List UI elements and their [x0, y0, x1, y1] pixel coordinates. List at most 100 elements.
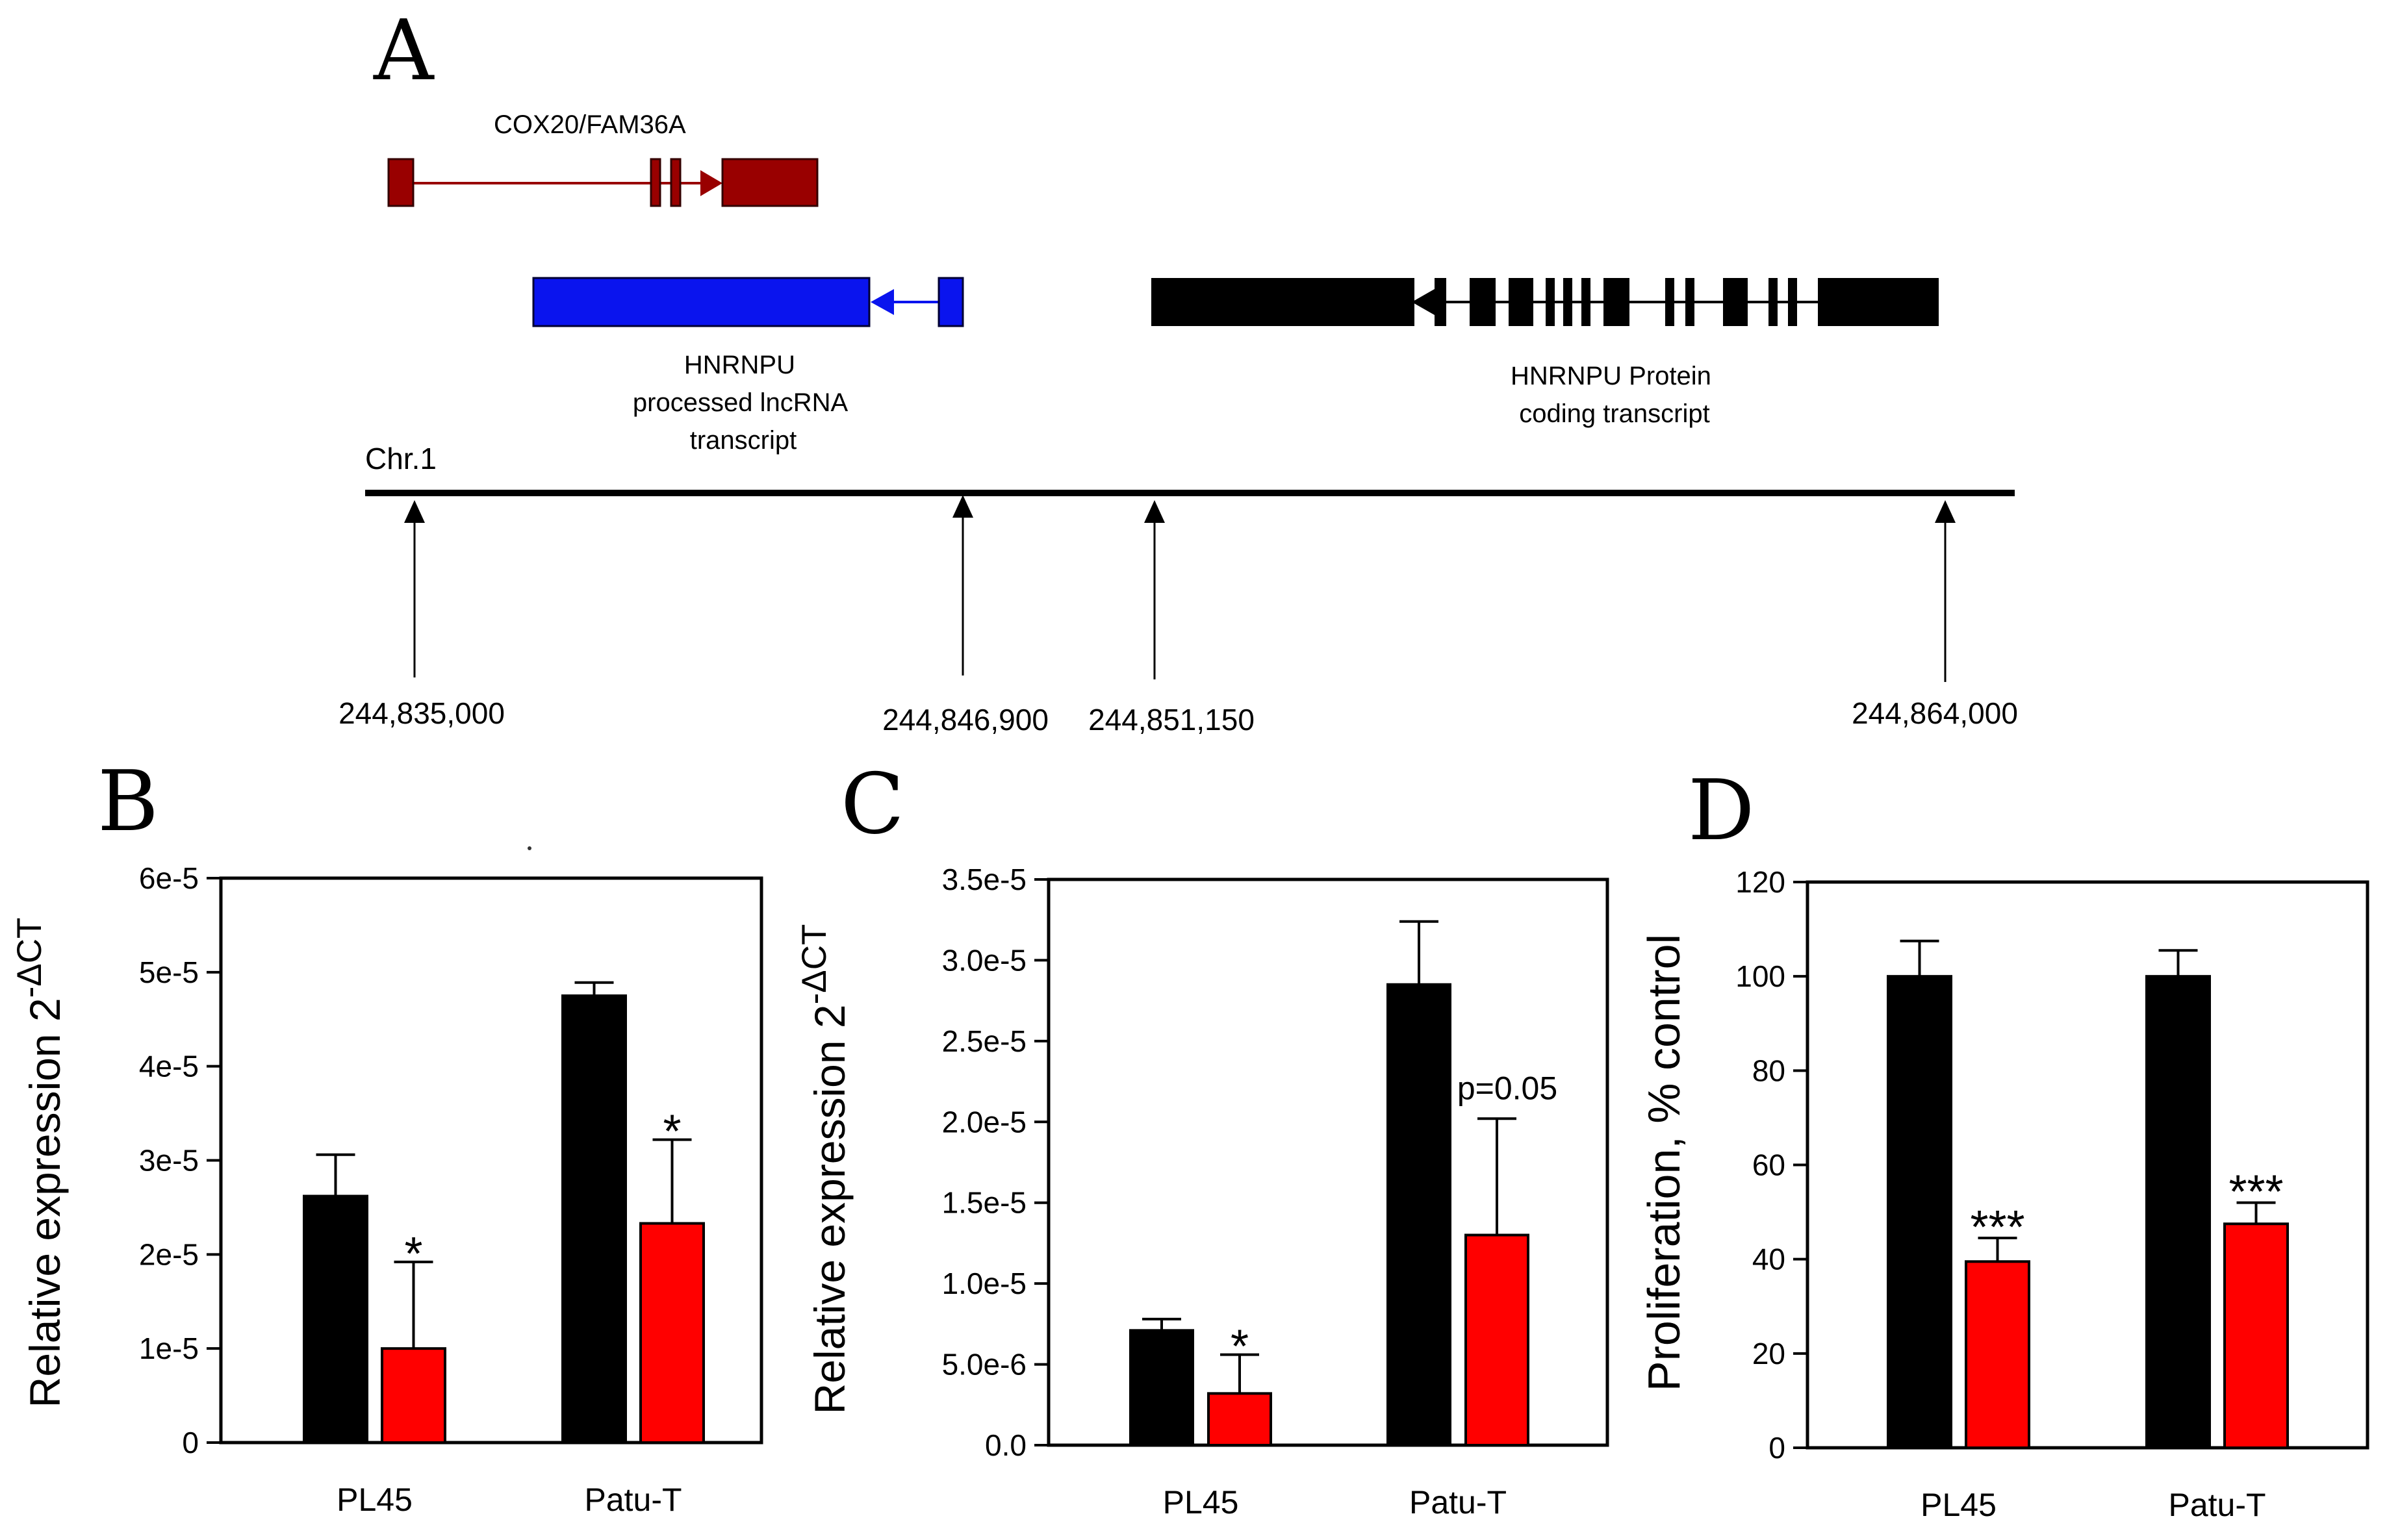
protein-exon [1435, 278, 1446, 326]
protein-exon-3utr [1151, 278, 1414, 326]
y-tick-label: 120 [1735, 865, 1785, 899]
y-tick-label: 1.5e-5 [942, 1186, 1027, 1220]
y-tick-label: 3.5e-5 [942, 863, 1027, 896]
cox20-label: COX20/FAM36A [494, 110, 686, 139]
bar-knockdown-patu-t [2223, 1222, 2289, 1449]
bar-control-pl45 [1887, 975, 1952, 1449]
x-tick-label: PL45 [337, 1482, 413, 1518]
bar-knockdown-pl45 [1207, 1392, 1272, 1447]
position-label: 244,835,000 [338, 696, 505, 730]
significance-label: * [663, 1106, 681, 1158]
position-arrowhead [404, 500, 425, 523]
position-marker: 244,846,900 [882, 495, 1049, 737]
panel-b-chart: B 0 1e-5 2e-5 3e-5 4e-5 5e-5 6e-5 Relative expre… [10, 753, 763, 1518]
y-tick-label: 80 [1752, 1054, 1785, 1087]
y-tick-label: 3e-5 [139, 1144, 199, 1178]
protein-exon [1685, 278, 1694, 326]
x-tick-label: PL45 [1163, 1484, 1239, 1521]
stray-dot [528, 846, 531, 850]
panel-d-chart: D 0 20 40 60 80 100 120 Proliferation, % control… [1639, 763, 2369, 1523]
protein-exon [1509, 278, 1533, 326]
protein-exon [1603, 278, 1629, 326]
y-tick-label: 20 [1752, 1337, 1785, 1370]
y-tick-label: 60 [1752, 1148, 1785, 1182]
bar-knockdown-patu-t [639, 1222, 705, 1444]
x-tick-label: Patu-T [1409, 1484, 1507, 1521]
y-tick-label: 2.5e-5 [942, 1024, 1027, 1058]
y-tick-label: 5.0e-6 [942, 1348, 1027, 1382]
significance-label: *** [1970, 1202, 2024, 1254]
position-marker: 244,835,000 [338, 500, 505, 730]
y-tick-label: 1.0e-5 [942, 1267, 1027, 1300]
position-arrowhead [952, 495, 973, 518]
y-tick-label: 4e-5 [139, 1050, 199, 1083]
protein-exon [1723, 278, 1748, 326]
position-marker: 244,851,150 [1088, 500, 1255, 737]
y-axis-label: Relative expression 2-ΔCT [10, 918, 70, 1408]
protein-label: HNRNPU Protein coding transcript [1511, 362, 1718, 428]
y-tick-label: 3.0e-5 [942, 943, 1027, 977]
cox20-exon-3 [670, 158, 682, 207]
y-tick-label: 0 [1768, 1431, 1785, 1465]
position-label: 244,846,900 [882, 703, 1049, 737]
protein-exon [1546, 278, 1555, 326]
significance-label: * [404, 1228, 422, 1280]
chromosome-label: Chr.1 [365, 442, 437, 475]
y-tick-label: 2e-5 [139, 1237, 199, 1271]
panel-d-letter: D [1688, 763, 1755, 859]
bar-knockdown-pl45 [1965, 1260, 2030, 1449]
protein-exon [1665, 278, 1674, 326]
panel-b-letter: B [97, 753, 159, 850]
panel-c-chart: C 0.0 5.0e-6 1.0e-5 1.5e-5 2.0e-5 2.5e-5 3.0e-5… [795, 756, 1609, 1521]
panel-c-letter: C [841, 756, 904, 853]
position-arrowhead [1144, 500, 1165, 523]
y-tick-label: 2.0e-5 [942, 1105, 1027, 1139]
panel-a: A COX20/FAM36A HNRNPU processed lncRNA t… [338, 3, 2018, 737]
protein-exon [1563, 278, 1572, 326]
y-tick-label: 0 [182, 1426, 199, 1459]
protein-exon-5utr [1818, 278, 1939, 326]
bar-knockdown-pl45 [381, 1347, 446, 1445]
plot-frame [1047, 877, 1609, 1447]
cox20-gene: COX20/FAM36A [387, 110, 819, 207]
position-label: 244,851,150 [1088, 703, 1255, 737]
y-axis-label: Proliferation, % control [1639, 934, 1689, 1391]
lncrna-exon-small [938, 277, 964, 327]
bar-control-patu-t [1386, 983, 1451, 1447]
protein-exon [1788, 278, 1797, 326]
bar-control-pl45 [1129, 1329, 1194, 1447]
protein-exon [1581, 278, 1590, 326]
cox20-exon-2 [650, 158, 661, 207]
lncrna-transcript: HNRNPU processed lncRNA transcript [532, 277, 964, 455]
cox20-direction-arrow [700, 170, 722, 196]
y-tick-label: 100 [1735, 959, 1785, 993]
bar-control-pl45 [303, 1194, 368, 1444]
y-axis-label: Relative expression 2-ΔCT [795, 924, 854, 1415]
position-arrowhead [1935, 500, 1956, 523]
position-marker: 244,864,000 [1852, 500, 2018, 730]
significance-label: * [1231, 1321, 1249, 1373]
y-tick-label: 40 [1752, 1243, 1785, 1276]
position-label: 244,864,000 [1852, 696, 2018, 730]
significance-label: p=0.05 [1457, 1070, 1557, 1106]
y-tick-label: 5e-5 [139, 955, 199, 989]
bar-knockdown-patu-t [1464, 1233, 1529, 1446]
y-tick-label: 6e-5 [139, 861, 199, 895]
significance-label: *** [2228, 1167, 2283, 1218]
cox20-exon-4 [721, 158, 819, 207]
protein-exon [1768, 278, 1778, 326]
cox20-exon-1 [387, 158, 415, 207]
bar-control-patu-t [2145, 975, 2211, 1449]
lncrna-direction-arrow [871, 289, 894, 315]
x-tick-label: Patu-T [584, 1482, 682, 1518]
protein-exon [1470, 278, 1496, 326]
protein-direction-arrow [1412, 289, 1435, 315]
x-tick-label: PL45 [1921, 1487, 1997, 1523]
bar-control-patu-t [561, 994, 627, 1444]
y-tick-label: 1e-5 [139, 1332, 199, 1365]
x-tick-label: Patu-T [2168, 1487, 2266, 1523]
protein-coding-transcript: HNRNPU Protein coding transcript [1151, 278, 1939, 428]
panel-a-letter: A [373, 3, 435, 99]
y-tick-label: 0.0 [985, 1428, 1027, 1462]
